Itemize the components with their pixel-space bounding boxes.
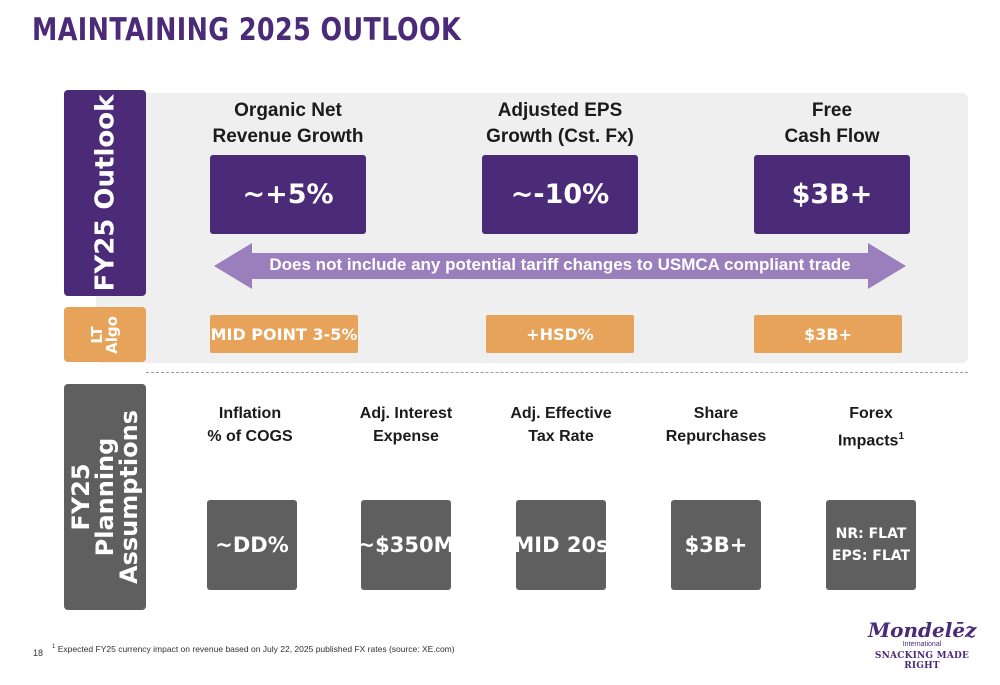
forex-value: NR: FLAT EPS: FLAT	[826, 500, 916, 590]
share-repurchases-value: $3B+	[671, 500, 761, 590]
forex-nr-value: NR: FLAT	[835, 526, 907, 542]
logo-sub: International	[902, 641, 942, 648]
page-title: MAINTAINING 2025 OUTLOOK	[32, 12, 462, 48]
logo-name: Mondelēz	[868, 618, 977, 642]
eps-growth-value: ~-10%	[482, 155, 638, 234]
heading-line: Adj. Effective	[510, 405, 612, 422]
lt-algo-eps: +HSD%	[486, 315, 634, 353]
lt-algo-label-text: LT Algo	[88, 315, 121, 354]
free-cash-flow-heading: Free Cash Flow	[732, 98, 932, 150]
page-number: 18	[33, 648, 44, 658]
heading-text: Impacts	[837, 432, 899, 450]
footnote-sup: 1	[52, 644, 56, 651]
inflation-value: ~DD%	[207, 500, 297, 590]
heading-line: % of COGS	[207, 428, 293, 445]
free-cash-flow-value: $3B+	[754, 155, 910, 234]
footnote-marker: 1	[898, 431, 905, 442]
inflation-heading: Inflation % of COGS	[175, 402, 325, 448]
heading-line: Impacts1	[796, 425, 946, 452]
fy25-outlook-label-text: FY25 Outlook	[90, 94, 121, 292]
logo-tagline: SNACKING MADE RIGHT	[874, 651, 970, 671]
tax-rate-value: MID 20s	[513, 500, 609, 590]
forex-eps-value: EPS: FLAT	[831, 548, 911, 564]
tariff-note: Does not include any potential tariff ch…	[269, 255, 851, 274]
organic-net-revenue-heading: Organic Net Revenue Growth	[188, 98, 388, 150]
share-repurchases-heading: Share Repurchases	[641, 402, 791, 448]
heading-line: Organic Net	[234, 100, 342, 121]
double-arrow-icon	[214, 243, 906, 289]
heading-line: Share	[693, 405, 739, 422]
heading-line: Forex	[849, 405, 893, 422]
heading-line: Revenue Growth	[212, 126, 364, 147]
fy25-planning-label-text: FY25 Planning Assumptions	[67, 410, 144, 584]
heading-line: Cash Flow	[784, 126, 880, 147]
heading-line: Tax Rate	[528, 428, 594, 445]
heading-line: Adj. Interest	[359, 405, 453, 422]
mondelez-logo: Mondelēz International SNACKING MADE RIG…	[868, 620, 976, 671]
section-divider	[146, 372, 968, 373]
organic-revenue-value: ~+5%	[210, 155, 366, 234]
heading-line: Growth (Cst. Fx)	[486, 126, 634, 147]
tax-rate-heading: Adj. Effective Tax Rate	[486, 402, 636, 448]
adjusted-eps-heading: Adjusted EPS Growth (Cst. Fx)	[460, 98, 660, 150]
heading-line: Expense	[373, 428, 439, 445]
lt-algo-fcf: $3B+	[754, 315, 902, 353]
heading-line: Inflation	[218, 405, 282, 422]
forex-heading: Forex Impacts1	[796, 402, 946, 452]
fy25-outlook-label: FY25 Outlook	[64, 90, 146, 296]
lt-algo-label: LT Algo	[64, 307, 146, 362]
heading-line: Free	[811, 100, 853, 121]
interest-expense-value: ~$350M	[358, 500, 454, 590]
lt-algo-revenue: MID POINT 3-5%	[210, 315, 358, 353]
fy25-planning-label: FY25 Planning Assumptions	[64, 384, 146, 610]
footnote: 1 Expected FY25 currency impact on reven…	[52, 644, 455, 654]
heading-line: Repurchases	[665, 428, 767, 445]
interest-expense-heading: Adj. Interest Expense	[331, 402, 481, 448]
footnote-text: Expected FY25 currency impact on revenue…	[57, 644, 455, 654]
heading-line: Adjusted EPS	[497, 100, 623, 121]
